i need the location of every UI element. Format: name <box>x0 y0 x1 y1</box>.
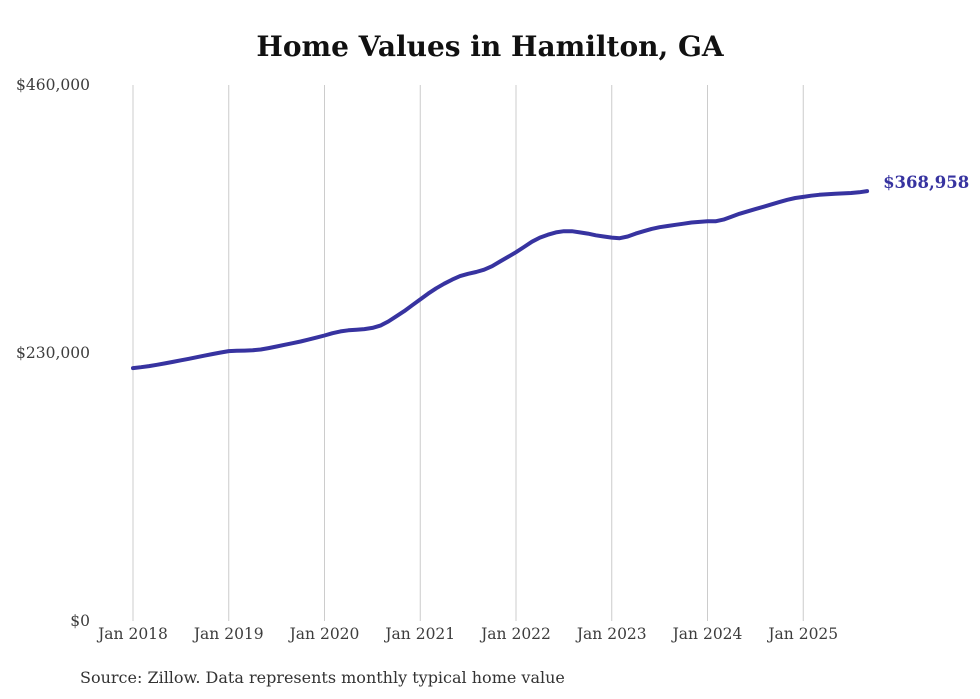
home-value-line <box>131 189 870 371</box>
x-axis-tick-label: Jan 2022 <box>481 625 551 643</box>
x-axis-tick-label: Jan 2019 <box>193 625 264 643</box>
x-axis-tick-label: Jan 2025 <box>768 625 839 643</box>
y-axis-tick-label: $460,000 <box>16 76 90 94</box>
x-axis-tick-label: Jan 2020 <box>289 625 360 643</box>
source-note: Source: Zillow. Data represents monthly … <box>80 668 565 687</box>
y-axis-tick-label: $0 <box>70 612 90 630</box>
x-axis-tick-label: Jan 2018 <box>98 625 168 643</box>
x-axis-tick-label: Jan 2023 <box>576 625 647 643</box>
line-end-value-label: $368,958 <box>883 173 970 193</box>
x-axis-tick-label: Jan 2024 <box>672 625 743 643</box>
y-axis-tick-label: $230,000 <box>16 344 90 362</box>
x-axis-tick-label: Jan 2021 <box>385 625 456 643</box>
chart-title: Home Values in Hamilton, GA <box>256 30 724 63</box>
